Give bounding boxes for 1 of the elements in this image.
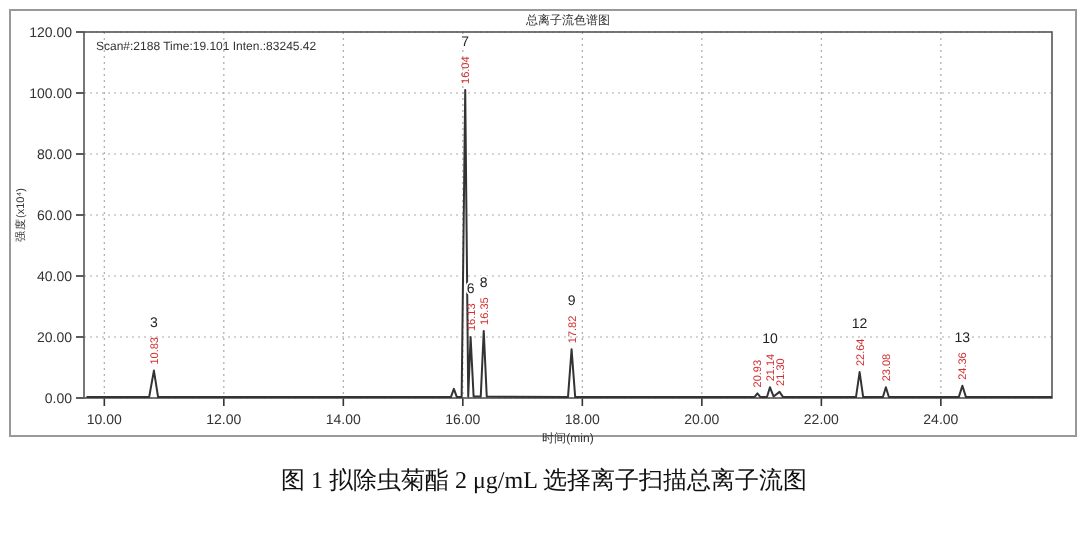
caption: 图 1 拟除虫菊酯 2 μg/mL 选择离子扫描总离子流图 [281,466,807,494]
